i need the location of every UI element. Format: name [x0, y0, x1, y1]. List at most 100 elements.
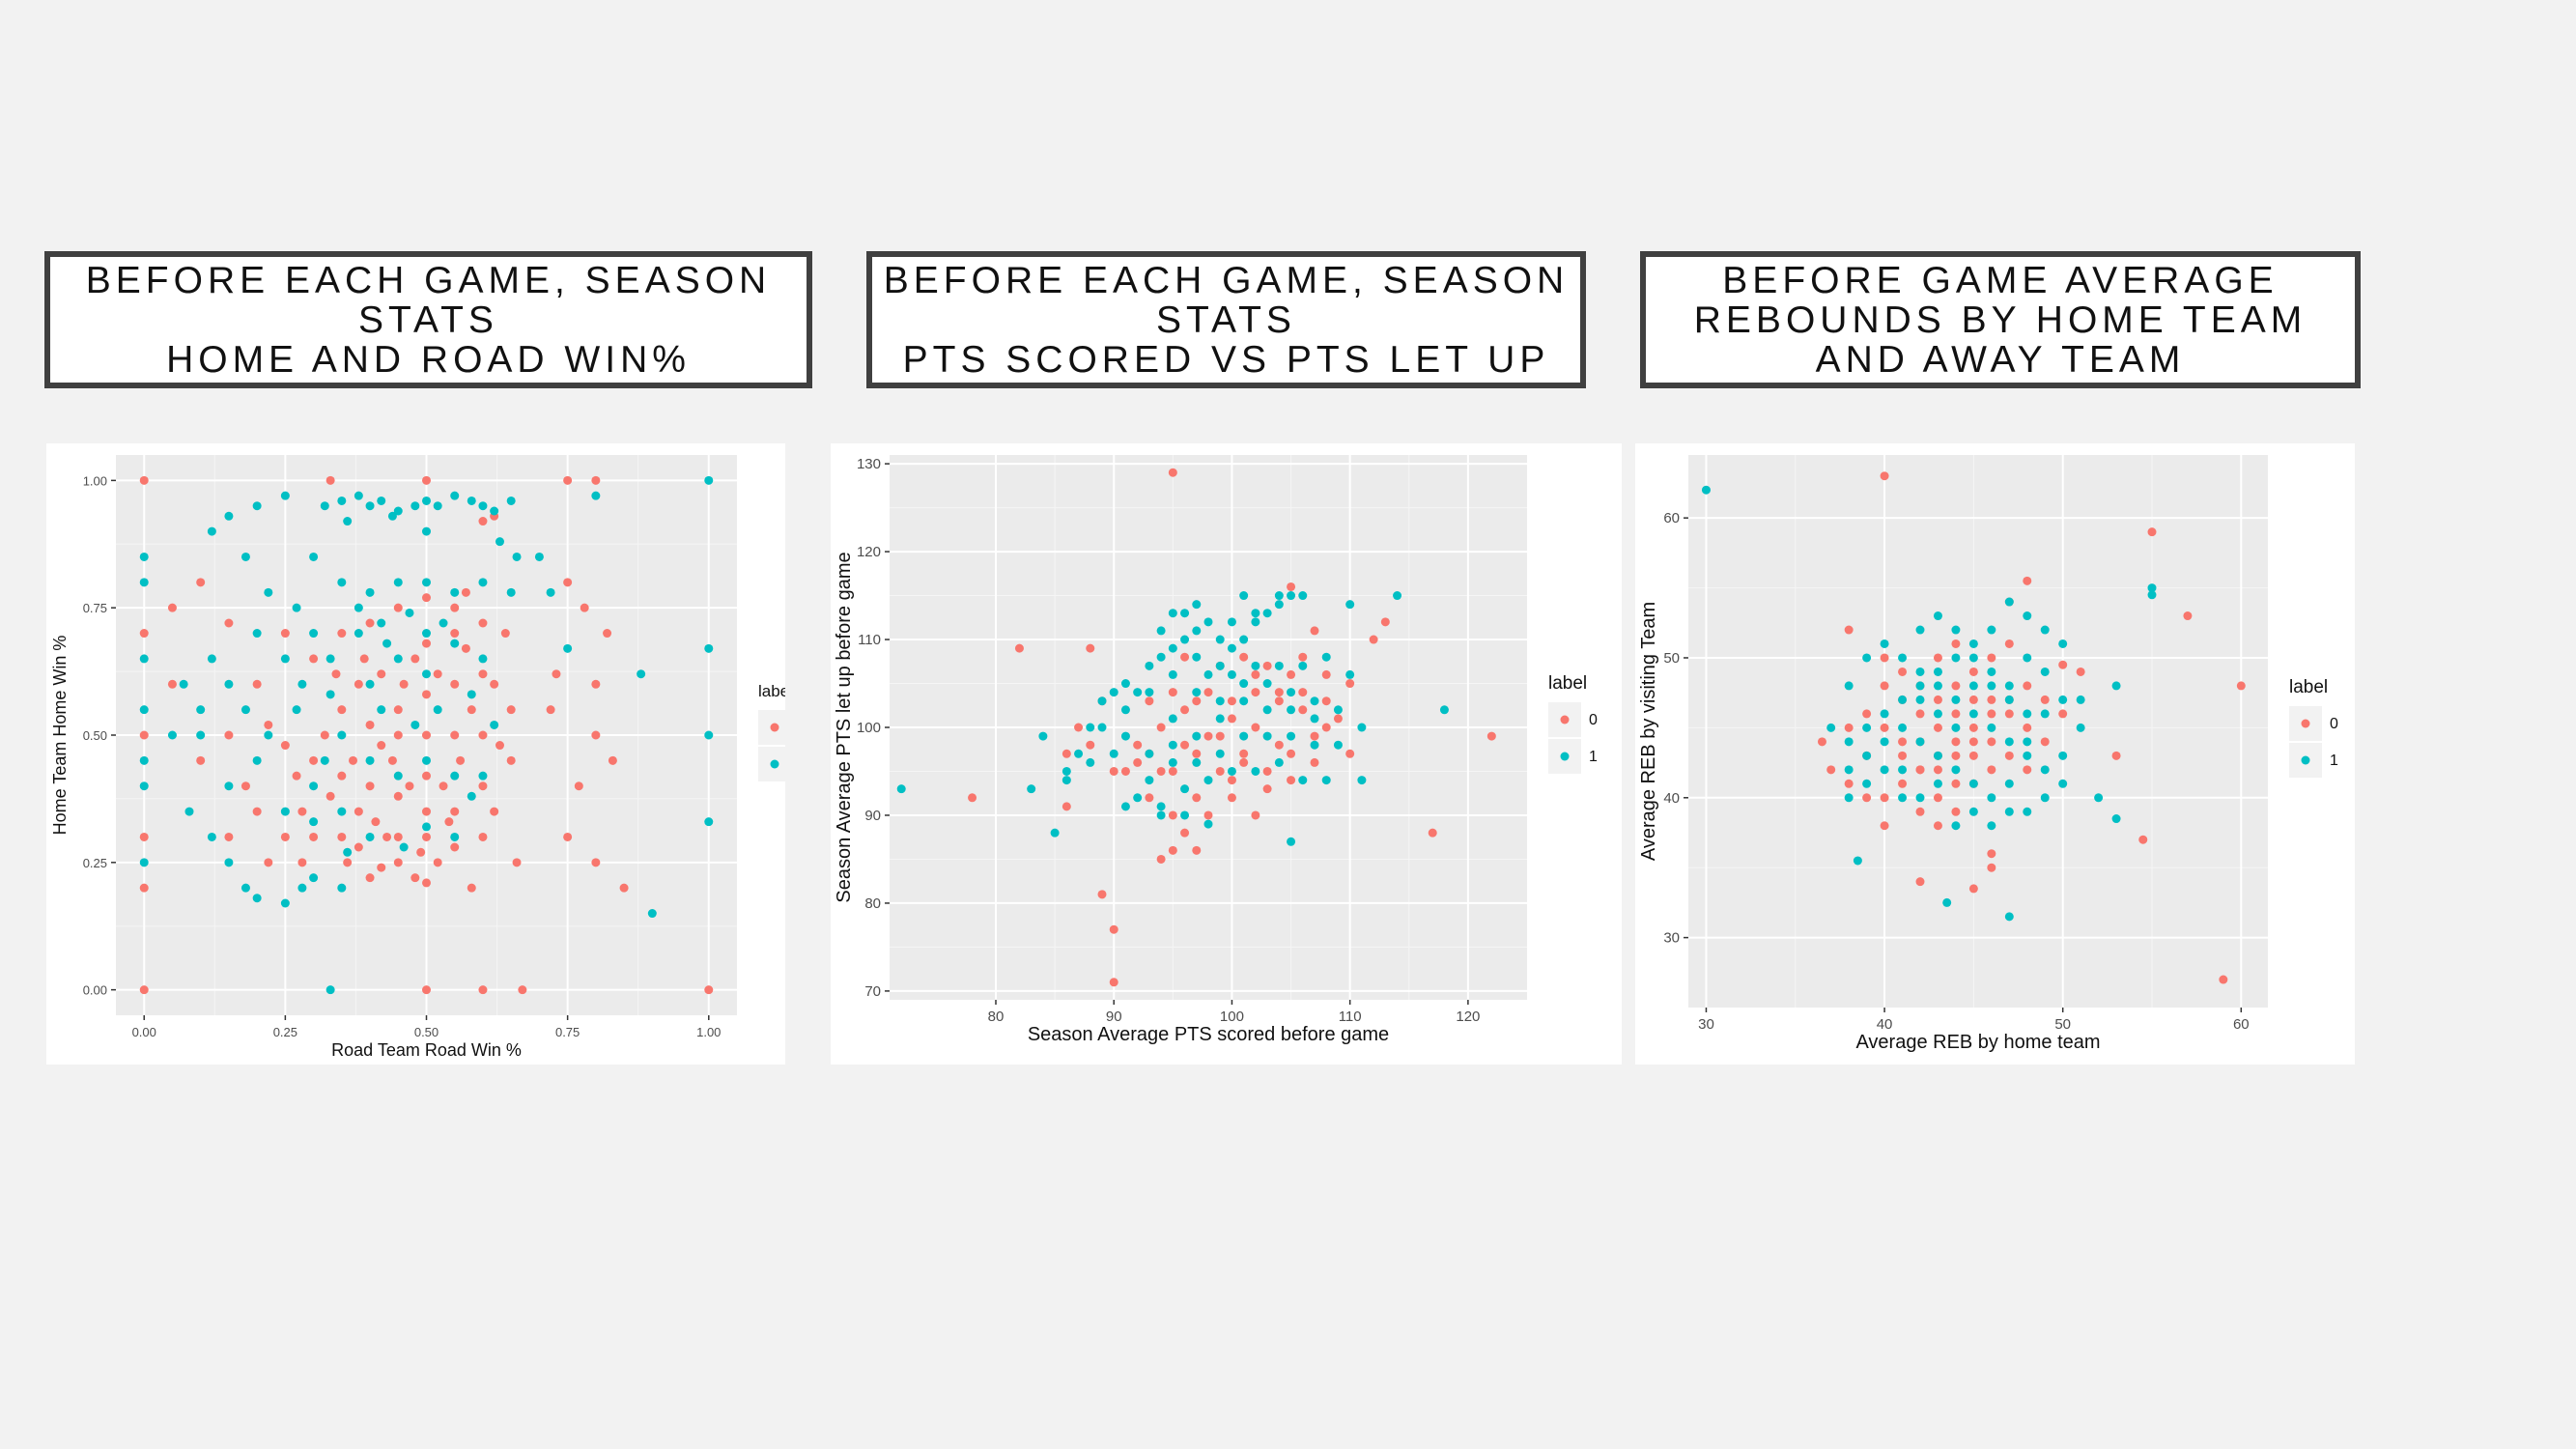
data-point: [365, 755, 375, 765]
legend-label-0: 0: [1589, 712, 1598, 728]
x-tick-label: 1.00: [696, 1025, 721, 1039]
data-point: [1393, 591, 1402, 601]
data-point: [563, 643, 573, 653]
data-point: [1038, 731, 1048, 741]
data-point: [139, 552, 149, 561]
data-point: [478, 578, 488, 587]
x-tick-label: 0.00: [132, 1025, 156, 1039]
data-point: [422, 496, 431, 505]
data-point: [1321, 723, 1331, 732]
legend-key-0: [1560, 715, 1570, 724]
data-point: [326, 475, 335, 485]
data-point: [422, 475, 431, 485]
data-point: [405, 608, 414, 617]
data-point: [241, 781, 250, 791]
data-point: [1120, 679, 1130, 689]
data-point: [2058, 709, 2068, 719]
data-point: [433, 705, 442, 715]
data-point: [139, 755, 149, 765]
data-point: [512, 858, 522, 867]
data-point: [337, 883, 347, 893]
data-point: [478, 654, 488, 664]
data-point: [393, 603, 403, 612]
data-point: [450, 603, 460, 612]
data-point: [1310, 731, 1319, 741]
data-point: [2004, 807, 2014, 816]
data-point: [1951, 709, 1961, 719]
data-point: [433, 669, 442, 679]
data-point: [1987, 737, 1996, 747]
data-point: [1274, 688, 1284, 697]
data-point: [1262, 784, 1272, 794]
data-point: [512, 552, 522, 561]
data-point: [410, 654, 420, 664]
data-point: [968, 793, 977, 803]
data-point: [467, 883, 476, 893]
data-point: [292, 603, 301, 612]
series-0: [968, 468, 1496, 987]
data-point: [1942, 897, 1952, 907]
x-tick-label: 90: [1106, 1009, 1122, 1025]
data-point: [1109, 766, 1118, 776]
data-point: [2004, 912, 2014, 922]
data-point: [1298, 776, 1308, 785]
data-point: [184, 807, 194, 816]
data-point: [1168, 609, 1177, 618]
data-point: [422, 629, 431, 639]
legend-title: label: [2289, 677, 2328, 697]
data-point: [252, 894, 262, 903]
data-point: [399, 842, 409, 852]
data-point: [1014, 643, 1024, 653]
panel-1-title-line-1: Before each game, season: [85, 259, 772, 301]
data-point: [309, 817, 319, 827]
y-tick-label: 30: [1663, 930, 1680, 947]
data-point: [343, 517, 353, 526]
data-point: [1880, 653, 1889, 663]
data-point: [1156, 810, 1166, 820]
panel-3-title-line-3: and away team: [1815, 338, 2186, 381]
data-point: [1239, 749, 1249, 758]
data-point: [1844, 765, 1854, 775]
data-point: [1192, 749, 1202, 758]
data-point: [563, 832, 573, 841]
data-point: [1915, 793, 1925, 803]
data-point: [1862, 723, 1872, 732]
data-point: [139, 832, 149, 841]
data-point: [196, 578, 206, 587]
data-point: [349, 755, 358, 765]
data-point: [490, 679, 499, 689]
data-point: [1987, 765, 1996, 775]
data-point: [393, 771, 403, 781]
data-point: [704, 817, 714, 827]
data-point: [506, 496, 516, 505]
data-point: [1844, 737, 1854, 747]
data-point: [433, 858, 442, 867]
data-point: [320, 755, 329, 765]
data-point: [1192, 626, 1202, 636]
data-point: [1357, 723, 1367, 732]
data-point: [1898, 695, 1908, 704]
y-tick-label: 1.00: [83, 473, 107, 488]
data-point: [490, 807, 499, 816]
legend-label-1: 1: [2330, 753, 2338, 769]
y-tick-label: 130: [857, 456, 881, 472]
data-point: [574, 781, 583, 791]
data-point: [1951, 751, 1961, 760]
data-point: [2058, 695, 2068, 704]
data-point: [139, 985, 149, 995]
data-point: [337, 578, 347, 587]
data-point: [252, 755, 262, 765]
data-point: [1968, 681, 1978, 691]
data-point: [1180, 740, 1190, 750]
data-point: [1951, 625, 1961, 635]
data-point: [2023, 576, 2032, 585]
y-tick-label: 120: [857, 544, 881, 560]
data-point: [1987, 681, 1996, 691]
data-point: [297, 858, 307, 867]
data-point: [393, 705, 403, 715]
data-point: [337, 832, 347, 841]
data-point: [252, 807, 262, 816]
data-point: [1239, 679, 1249, 689]
data-point: [207, 654, 216, 664]
x-tick-label: 110: [1339, 1009, 1362, 1025]
